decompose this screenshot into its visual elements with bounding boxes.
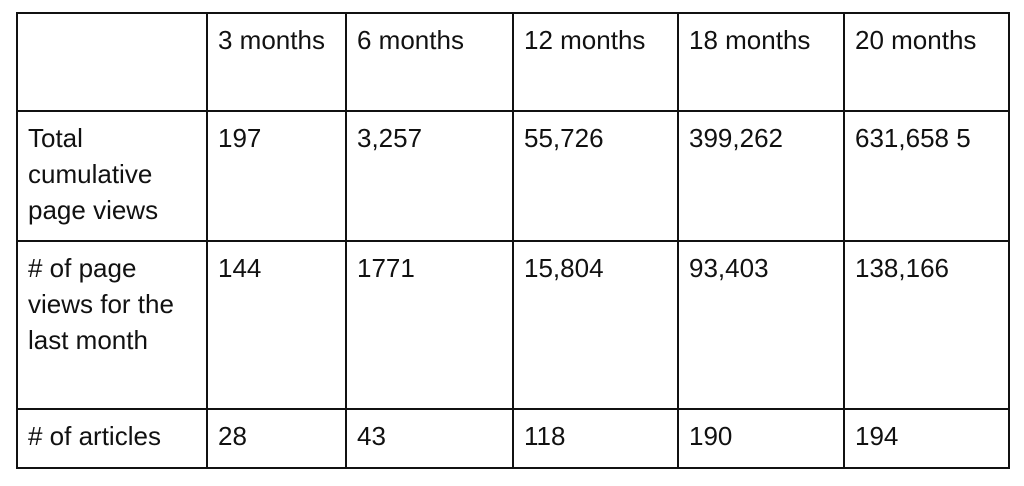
table-row: # of articles 28 43 118 190 194 bbox=[16, 408, 1010, 469]
table-cell: 631,658 5 bbox=[843, 110, 1010, 242]
table-row: Total cumulative page views 197 3,257 55,72… bbox=[16, 110, 1010, 242]
table-cell: 138,166 bbox=[843, 240, 1010, 410]
table-cell: 144 bbox=[206, 240, 347, 410]
table-cell: 194 bbox=[843, 408, 1010, 469]
column-header: 12 months bbox=[512, 12, 679, 112]
row-header: # of articles bbox=[16, 408, 208, 469]
table-cell: 190 bbox=[677, 408, 845, 469]
table-cell: 399,262 bbox=[677, 110, 845, 242]
column-header: 3 months bbox=[206, 12, 347, 112]
corner-cell bbox=[16, 12, 208, 112]
table-cell: 28 bbox=[206, 408, 347, 469]
table-cell: 197 bbox=[206, 110, 347, 242]
table-cell: 15,804 bbox=[512, 240, 679, 410]
table-cell: 1771 bbox=[345, 240, 514, 410]
table-row: # of page views for the last month 144 177… bbox=[16, 240, 1010, 410]
row-header: # of page views for the last month bbox=[16, 240, 208, 410]
table-cell: 118 bbox=[512, 408, 679, 469]
column-header: 20 months bbox=[843, 12, 1010, 112]
column-header: 6 months bbox=[345, 12, 514, 112]
table-cell: 55,726 bbox=[512, 110, 679, 242]
table-cell: 3,257 bbox=[345, 110, 514, 242]
table-cell: 93,403 bbox=[677, 240, 845, 410]
data-table: 3 months 6 months 12 months 18 months 20 mon… bbox=[16, 12, 1010, 469]
row-header: Total cumulative page views bbox=[16, 110, 208, 242]
table-cell: 43 bbox=[345, 408, 514, 469]
column-header: 18 months bbox=[677, 12, 845, 112]
header-row: 3 months 6 months 12 months 18 months 20 mon… bbox=[16, 12, 1010, 112]
